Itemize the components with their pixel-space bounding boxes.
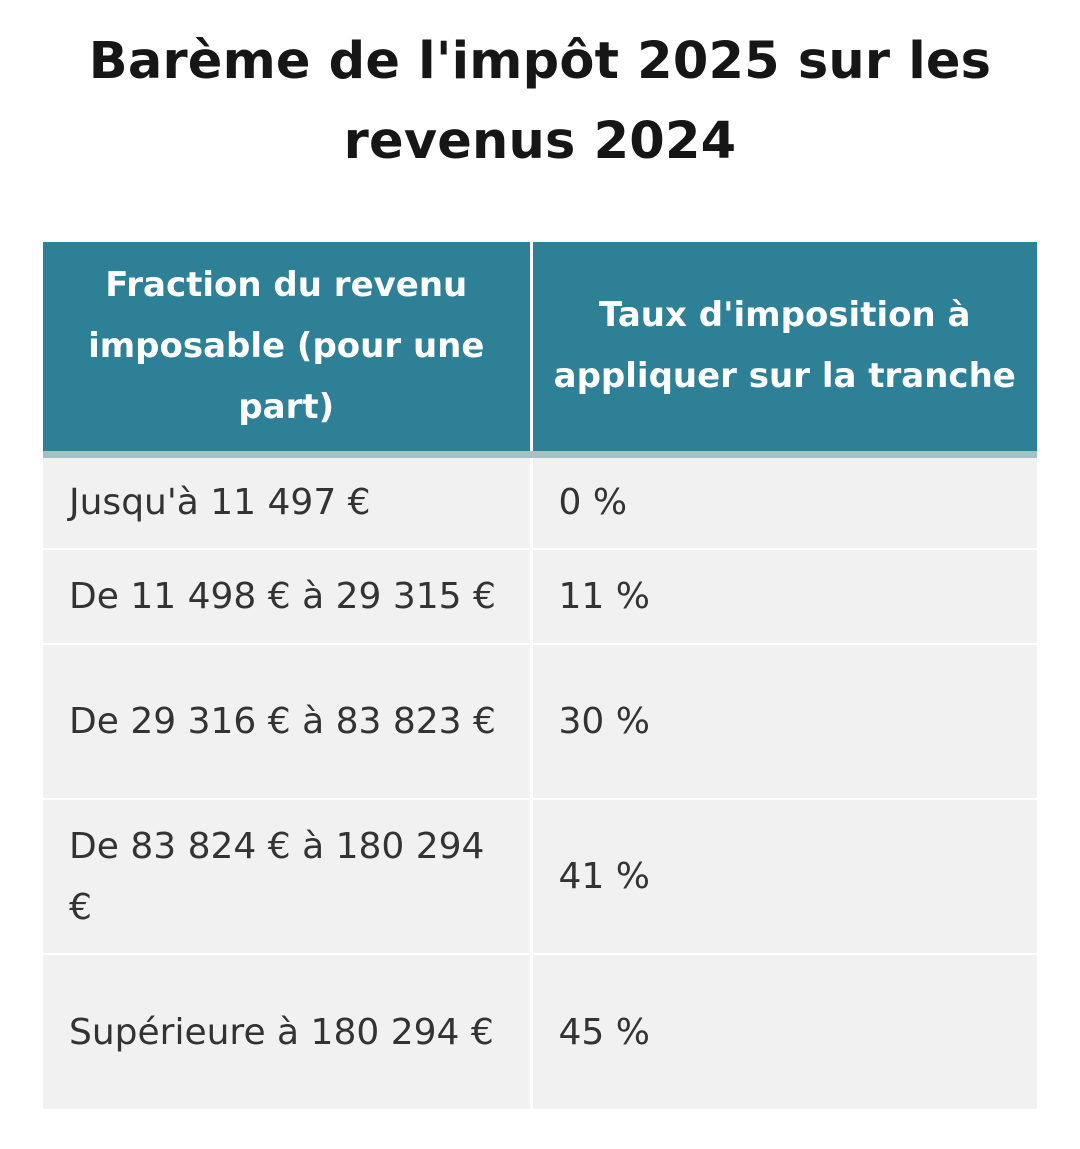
income-bracket-cell: De 83 824 € à 180 294 € (43, 798, 531, 954)
income-bracket-cell: De 29 316 € à 83 823 € (43, 643, 531, 799)
header-income-fraction: Fraction du revenu imposable (pour une p… (43, 242, 531, 458)
table-row: De 11 498 € à 29 315 € 11 % (43, 548, 1037, 644)
tax-bracket-table: Fraction du revenu imposable (pour une p… (43, 242, 1037, 1109)
tax-rate-cell: 0 % (529, 453, 1037, 549)
table-row: Supérieure à 180 294 € 45 % (43, 953, 1037, 1109)
table-row: De 83 824 € à 180 294 € 41 % (43, 798, 1037, 954)
tax-rate-cell: 41 % (529, 798, 1037, 954)
table-row: Jusqu'à 11 497 € 0 % (43, 453, 1037, 549)
income-bracket-cell: Jusqu'à 11 497 € (43, 453, 531, 549)
tax-rate-cell: 45 % (529, 953, 1037, 1109)
table-row: De 29 316 € à 83 823 € 30 % (43, 643, 1037, 799)
tax-rate-cell: 11 % (529, 548, 1037, 644)
header-tax-rate: Taux d'imposition à appliquer sur la tra… (529, 242, 1037, 458)
tax-rate-cell: 30 % (529, 643, 1037, 799)
income-bracket-cell: Supérieure à 180 294 € (43, 953, 531, 1109)
page-title: Barème de l'impôt 2025 sur les revenus 2… (88, 32, 992, 171)
income-bracket-cell: De 11 498 € à 29 315 € (43, 548, 531, 644)
table-header-row: Fraction du revenu imposable (pour une p… (43, 242, 1037, 458)
